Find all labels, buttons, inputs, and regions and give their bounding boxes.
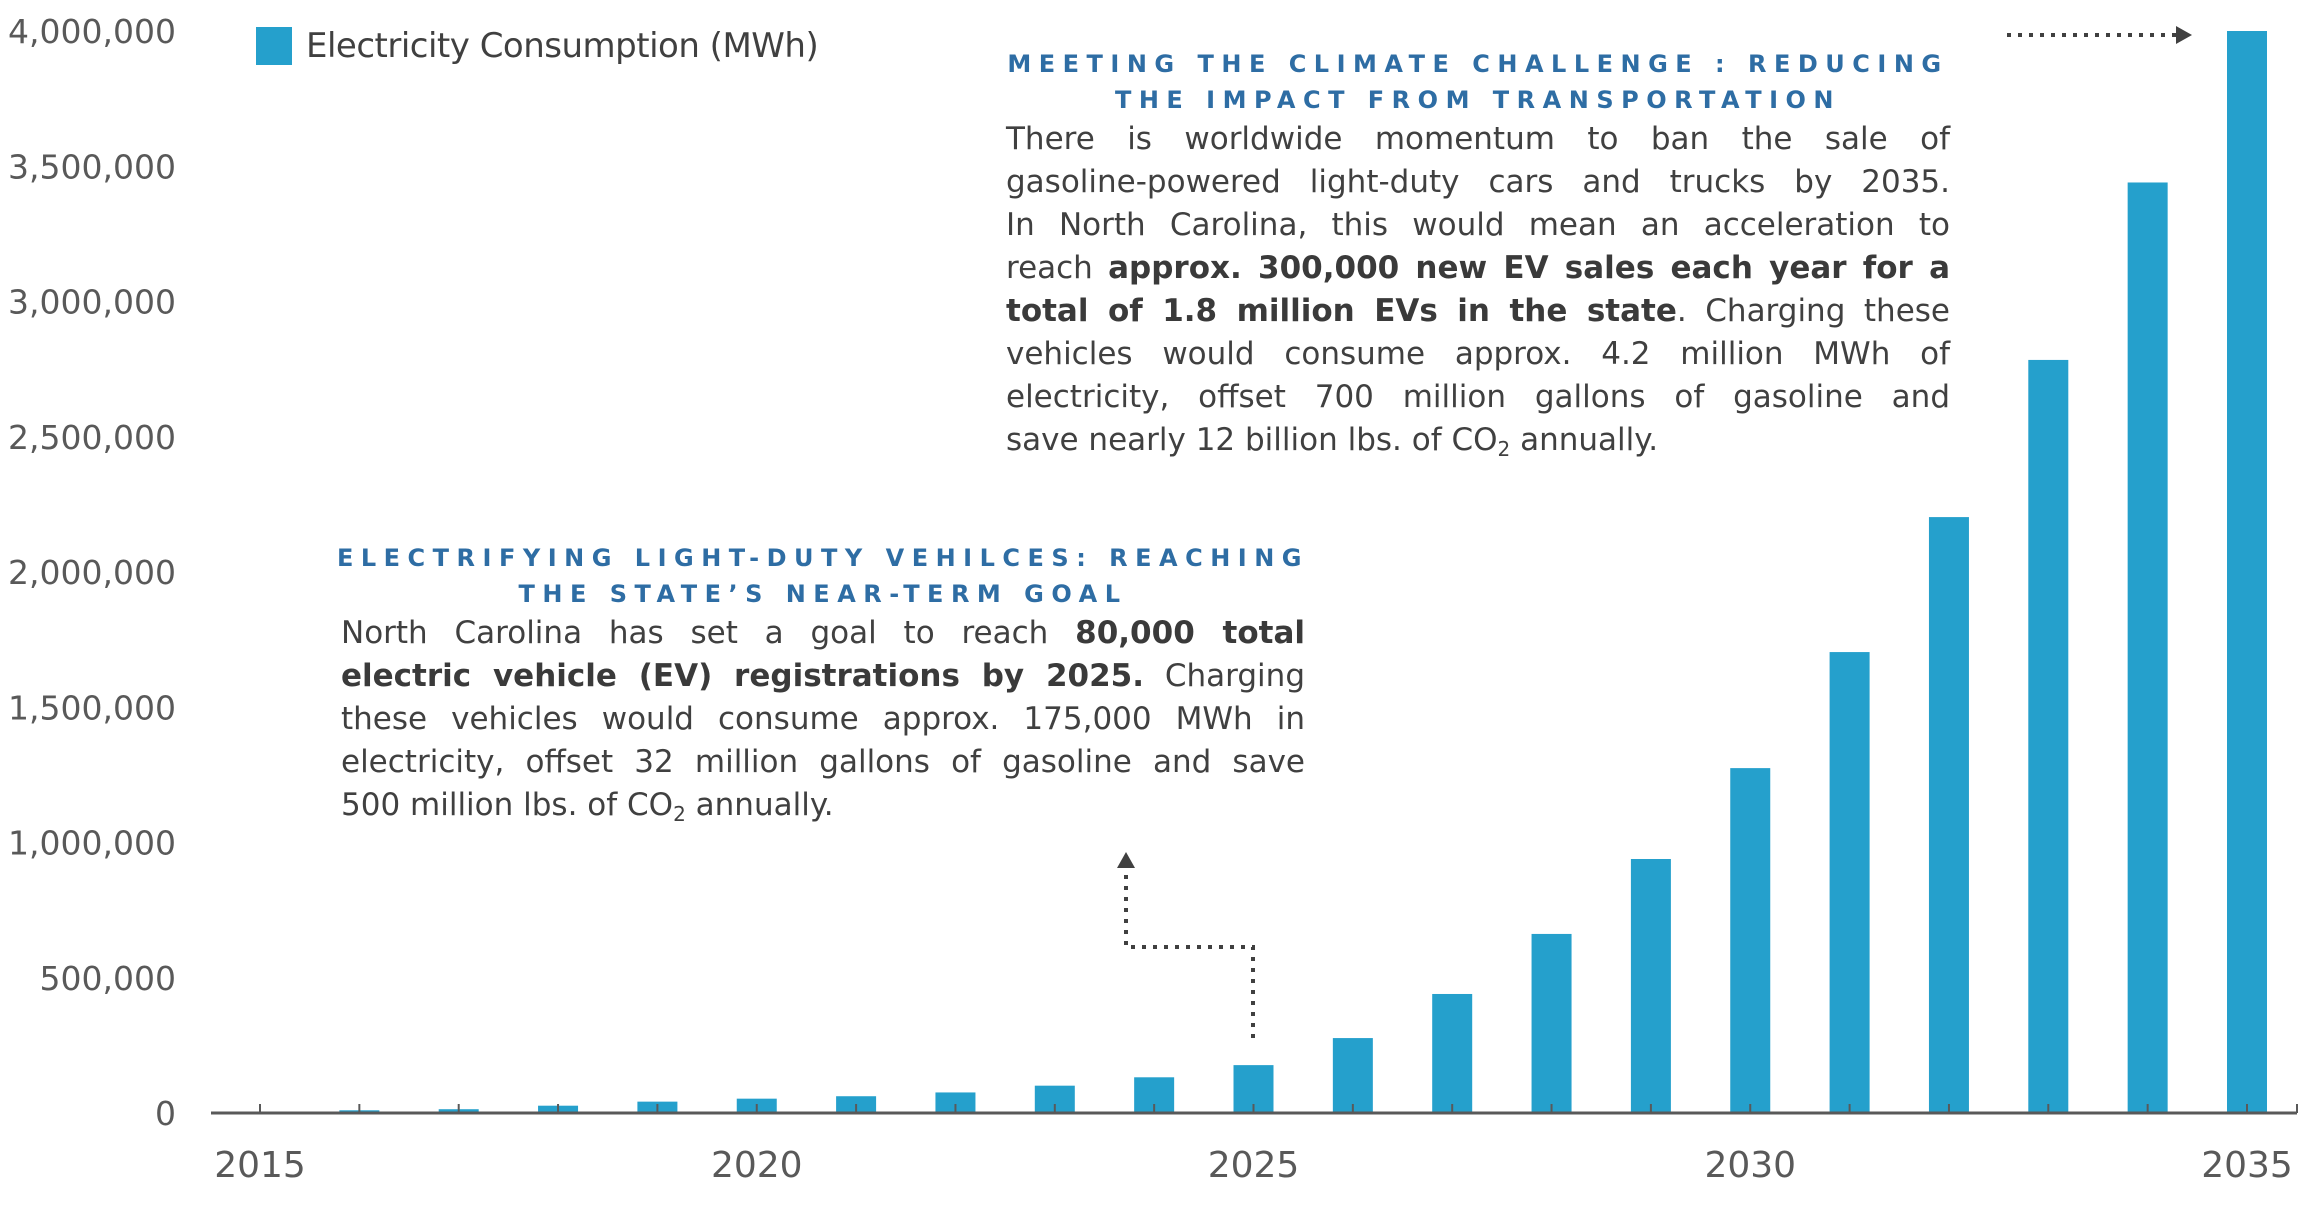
annotation-body: There is worldwide momentum to ban the s… [1006,118,1950,462]
bold-text: approx. 300,000 new EV sales each year f… [1108,250,1950,286]
annotation-title-line: ELECTRIFYING LIGHT-DUTY VEHILCES: REACHI… [336,544,1310,572]
text: Charging [1144,658,1305,694]
annotation-text-line: reach approx. 300,000 new EV sales each … [1006,247,1950,290]
bar-2027 [1432,993,1473,1113]
annotation-text-line: electricity, offset 700 million gallons … [1006,376,1950,419]
y-tick-label: 1,500,000 [8,688,176,727]
annotation-title-line: THE IMPACT FROM TRANSPORTATION [1114,86,1842,114]
x-tick-label: 2035 [2201,1145,2293,1186]
annotation-text-line: gasoline-powered light-duty cars and tru… [1006,161,1950,204]
bar-2022 [935,1092,976,1113]
annotation-title-line: MEETING THE CLIMATE CHALLENGE : REDUCING [1007,50,1949,78]
bar-2028 [1531,933,1572,1113]
annotation-text-line: total of 1.8 million EVs in the state. C… [1006,290,1950,333]
bold-text: 80,000 total [1075,615,1305,651]
x-axis [211,1104,2298,1115]
text: vehicles would consume approx. 4.2 milli… [1006,336,1950,372]
x-tick-label: 2025 [1208,1145,1300,1186]
annotation-body: North Carolina has set a goal to reach 8… [341,612,1305,827]
text: In North Carolina, this would mean an ac… [1006,207,1950,243]
annotation-near-term-goal: ELECTRIFYING LIGHT-DUTY VEHILCES: REACHI… [337,540,1305,827]
x-axis-labels: 2015 2020 2025 2030 2035 [214,1145,2293,1186]
y-tick-label: 3,000,000 [8,283,176,322]
text: annually. [1510,422,1659,458]
bar-2033 [2028,359,2069,1114]
x-tick-label: 2020 [711,1145,803,1186]
annotation-text-line: There is worldwide momentum to ban the s… [1006,118,1950,161]
text: electricity, offset 700 million gallons … [1006,379,1950,415]
text: There is worldwide momentum to ban the s… [1006,121,1950,157]
legend: Electricity Consumption (MWh) [256,26,819,66]
legend-label: Electricity Consumption (MWh) [306,26,819,66]
bar-2030 [1730,768,1771,1113]
bar-2035 [2227,31,2267,1113]
goal-arrowhead-icon [1117,852,1135,868]
annotation-text-line: 500 million lbs. of CO2 annually. [341,784,1305,827]
bars [240,31,2267,1114]
y-tick-label: 500,000 [40,959,176,998]
annotation-text-line: these vehicles would consume approx. 175… [341,698,1305,741]
text: . Charging these [1676,293,1951,329]
y-axis-labels: 0 500,000 1,000,000 1,500,000 2,000,000 2,500… [8,12,176,1133]
x-tick-label: 2015 [214,1145,306,1186]
bar-2026 [1332,1038,1373,1113]
text: annually. [685,787,834,823]
y-tick-label: 0 [155,1094,176,1133]
legend-swatch [256,27,292,65]
y-tick-label: 3,500,000 [8,147,176,186]
y-tick-label: 2,000,000 [8,553,176,592]
bar-2031 [1829,652,1870,1113]
y-tick-label: 2,500,000 [8,418,176,457]
text: North Carolina has set a goal to reach [341,615,1076,651]
bar-2034 [2127,182,2168,1114]
text: reach [1006,250,1109,286]
text: these vehicles would consume approx. 175… [341,701,1305,737]
bar-2029 [1630,859,1671,1113]
y-tick-label: 1,000,000 [8,824,176,863]
bar-2032 [1928,517,1969,1113]
bold-text: total of 1.8 million EVs in the state [1006,293,1677,329]
text: 500 million lbs. of CO [341,787,674,823]
annotation-text-line: electricity, offset 32 million gallons o… [341,741,1305,784]
annotation-title-line: THE STATE’S NEAR-TERM GOAL [518,580,1128,608]
text: gasoline-powered light-duty cars and tru… [1006,164,1950,200]
annotation-arrows [1117,26,2192,1038]
annotation-text-line: North Carolina has set a goal to reach 8… [341,612,1305,655]
annotation-climate-challenge: MEETING THE CLIMATE CHALLENGE : REDUCING… [1006,46,1950,462]
bold-text: electric vehicle (EV) registrations by 2… [341,658,1145,694]
subscript: 2 [673,802,686,826]
text: electricity, offset 32 million gallons o… [341,744,1305,780]
annotation-text-line: electric vehicle (EV) registrations by 2… [341,655,1305,698]
y-tick-label: 4,000,000 [8,12,176,51]
x-tick-label: 2030 [1704,1145,1796,1186]
subscript: 2 [1497,437,1511,461]
annotation-text-line: save nearly 12 billion lbs. of CO2 annua… [1006,419,1950,462]
annotation-text-line: In North Carolina, this would mean an ac… [1006,204,1950,247]
annotation-text-line: vehicles would consume approx. 4.2 milli… [1006,333,1950,376]
text: save nearly 12 billion lbs. of CO [1006,422,1498,458]
climate-arrowhead-icon [2176,26,2192,44]
goal-connector-arrow [1124,868,1255,1038]
